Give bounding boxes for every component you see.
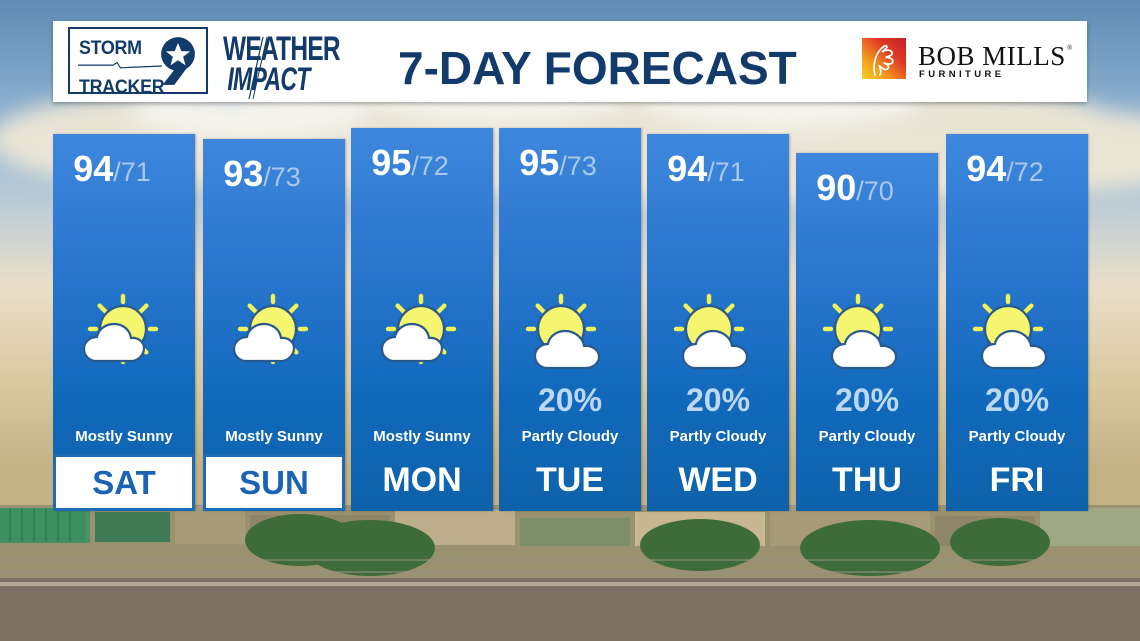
svg-text:FURNITURE: FURNITURE — [919, 69, 1005, 80]
svg-text:®: ® — [1067, 44, 1073, 52]
svg-text:BOB MILLS: BOB MILLS — [918, 41, 1066, 71]
